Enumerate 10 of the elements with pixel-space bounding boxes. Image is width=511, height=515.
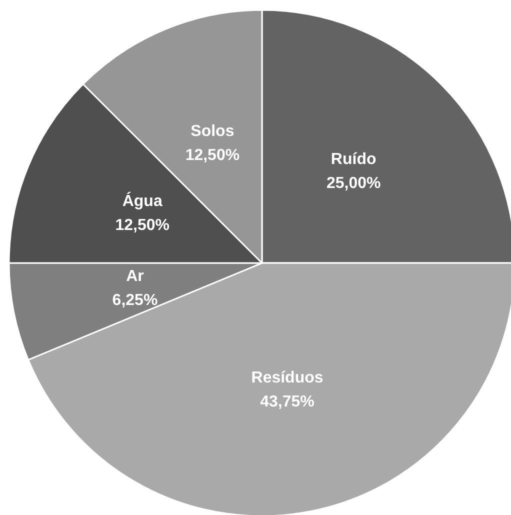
data-label: 12,50% xyxy=(185,146,240,164)
slice-label: Água xyxy=(122,190,162,210)
data-label: 12,50% xyxy=(115,216,170,234)
data-label: 6,25% xyxy=(112,292,158,309)
slice-label: Resíduos xyxy=(251,370,324,387)
slice-label: Ruído xyxy=(330,150,376,168)
slice-label: Ar xyxy=(126,268,144,285)
data-label: 25,00% xyxy=(326,174,381,192)
data-label: 43,75% xyxy=(260,394,314,411)
slice-label: Solos xyxy=(190,122,234,140)
